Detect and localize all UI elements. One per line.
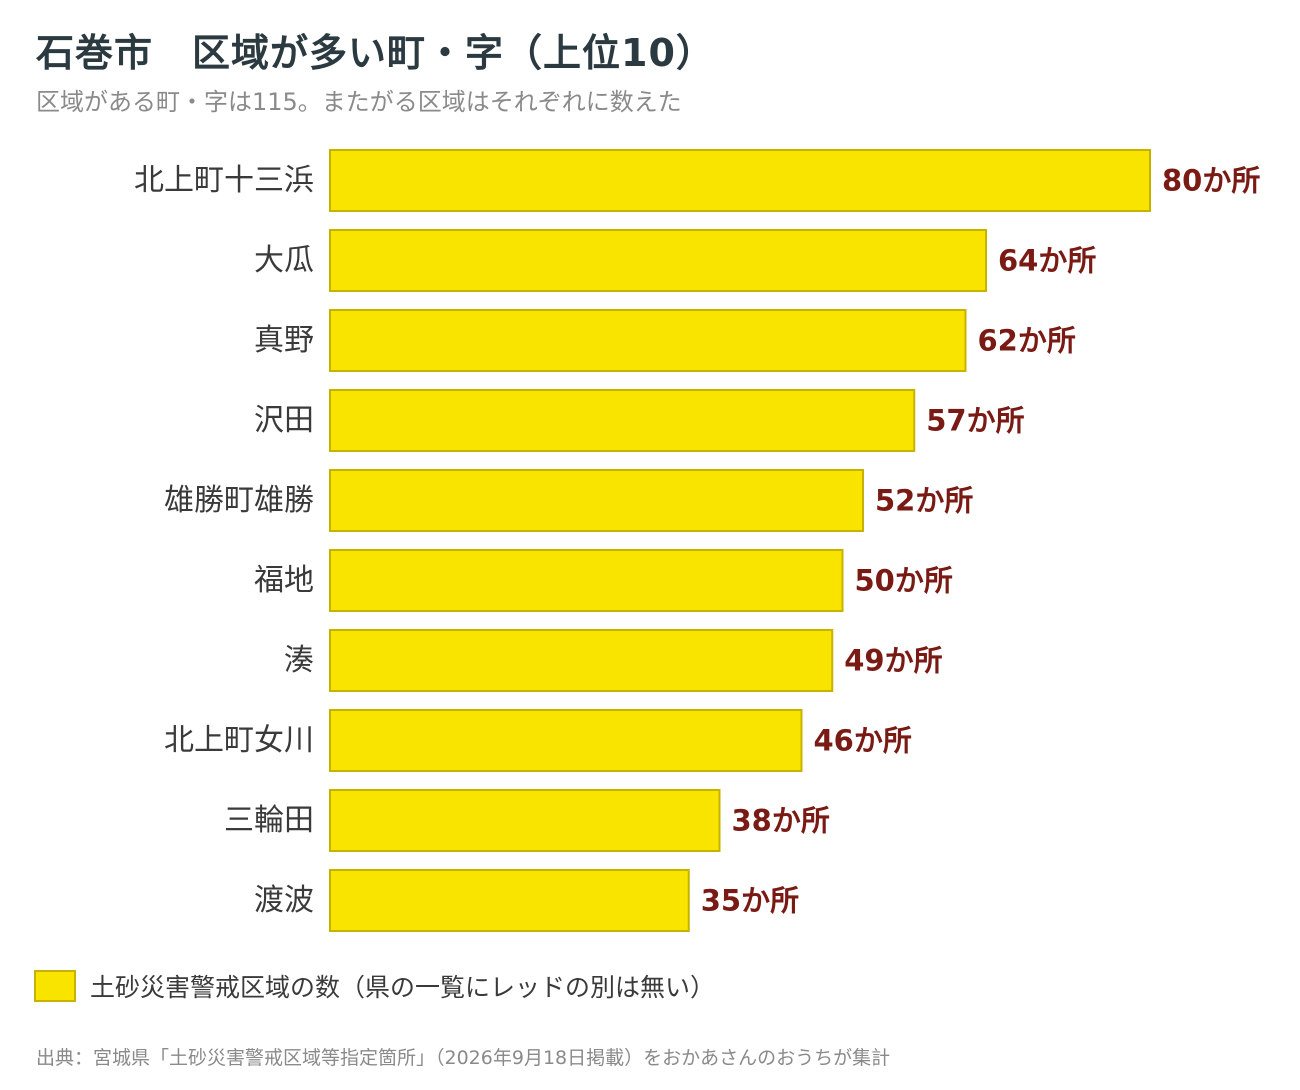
bar [329, 309, 967, 372]
category-label: 福地 [254, 563, 314, 598]
value-label: 35か所 [701, 884, 799, 918]
legend: 土砂災害警戒区域の数（県の一覧にレッドの別は無い） [34, 968, 715, 1004]
chart-title: 石巻市 区域が多い町・字（上位10） [36, 31, 715, 75]
bar [329, 149, 1151, 212]
bar [329, 469, 864, 532]
value-label: 49か所 [844, 644, 942, 678]
value-label: 50か所 [855, 564, 953, 598]
legend-swatch [34, 970, 76, 1002]
value-label: 46か所 [814, 724, 912, 758]
category-label: 雄勝町雄勝 [164, 483, 314, 518]
value-label: 57か所 [926, 404, 1024, 438]
value-label: 38か所 [732, 804, 830, 838]
bar [329, 709, 803, 772]
bar [329, 229, 987, 292]
bar [329, 869, 690, 932]
source-note: 出典：宮城県「土砂災害警戒区域等指定箇所」（2026年9月18日掲載）をおかあさ… [36, 1047, 891, 1069]
category-label: 真野 [254, 323, 314, 358]
category-label: 湊 [284, 643, 314, 678]
category-label: 沢田 [254, 403, 314, 438]
category-label: 北上町十三浜 [134, 163, 314, 198]
bar [329, 389, 916, 452]
category-label: 北上町女川 [164, 723, 314, 758]
bar [329, 549, 844, 612]
legend-label: 土砂災害警戒区域の数（県の一覧にレッドの別は無い） [90, 973, 716, 1002]
category-label: 三輪田 [224, 803, 314, 838]
bar [329, 789, 721, 852]
value-label: 64か所 [998, 244, 1096, 278]
value-label: 62か所 [978, 324, 1076, 358]
bar [329, 629, 834, 692]
value-label: 80か所 [1162, 164, 1260, 198]
value-label: 52か所 [875, 484, 973, 518]
category-label: 渡波 [254, 883, 314, 918]
category-label: 大瓜 [254, 243, 314, 278]
chart-subtitle: 区域がある町・字は115。またがる区域はそれぞれに数えた [36, 88, 682, 116]
